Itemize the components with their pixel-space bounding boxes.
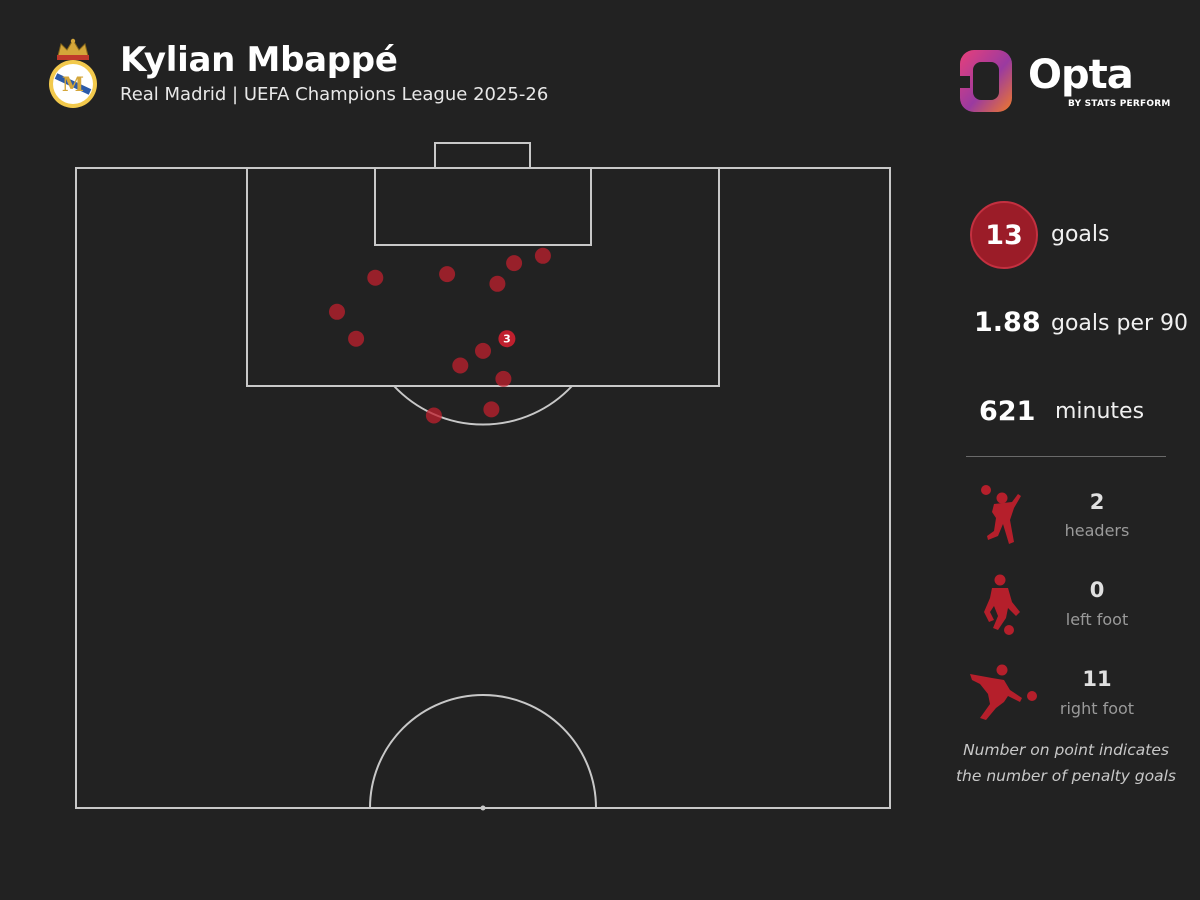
footnote-line-2: the number of penalty goals [955,767,1177,785]
opta-logo-icon [960,50,1012,112]
goal-point [489,275,506,292]
goal-point [329,303,345,320]
right-foot-player-icon [970,664,1037,720]
minutes-value: 621 [979,396,1036,427]
goal-point [439,266,456,283]
center-spot [480,805,486,811]
goals-per-90-label: goals per 90 [1051,311,1189,336]
real-madrid-crest-icon: M [49,38,97,108]
stats-divider [966,456,1166,457]
brand-name: Opta [1028,52,1134,98]
right-foot-label: right foot [1059,699,1135,718]
headers-count: 2 [1089,490,1105,514]
player-subtitle: Real Madrid | UEFA Champions League 2025… [120,84,549,105]
penalty-goal-count-label: 3 [503,333,511,346]
goal-frame [434,142,531,169]
header-player-icon [981,485,1021,544]
right-foot-count: 11 [1082,667,1112,691]
pitch-outline [75,167,891,809]
penalty-goal-point [498,330,516,348]
goal-point [534,247,551,264]
goal-point [475,342,491,359]
center-circle-arc [369,694,597,809]
player-name: Kylian Mbappé [120,40,398,80]
footnote-line-1: Number on point indicates [963,741,1169,759]
left-foot-player-icon [984,574,1020,635]
goals-label: goals [1051,222,1110,247]
penalty-footnote: Number on point indicates the number of … [950,737,1182,789]
headers-label: headers [1064,521,1130,540]
goal-point [348,330,365,347]
goal-point [495,370,512,387]
goal-point [483,401,500,418]
left-foot-label: left foot [1065,610,1129,629]
goals-per-90-value: 1.88 [974,307,1041,338]
goal-point [425,407,442,424]
minutes-label: minutes [1055,399,1145,424]
goals-value: 13 [970,201,1038,269]
goal-point [367,269,384,286]
svg-text:M: M [62,72,84,96]
brand-tagline: BY STATS PERFORM [1068,99,1171,109]
goal-point [452,357,469,374]
penalty-arc [393,385,573,426]
goal-point [506,255,523,272]
left-foot-count: 0 [1089,578,1105,602]
six-yard-box [374,167,592,246]
